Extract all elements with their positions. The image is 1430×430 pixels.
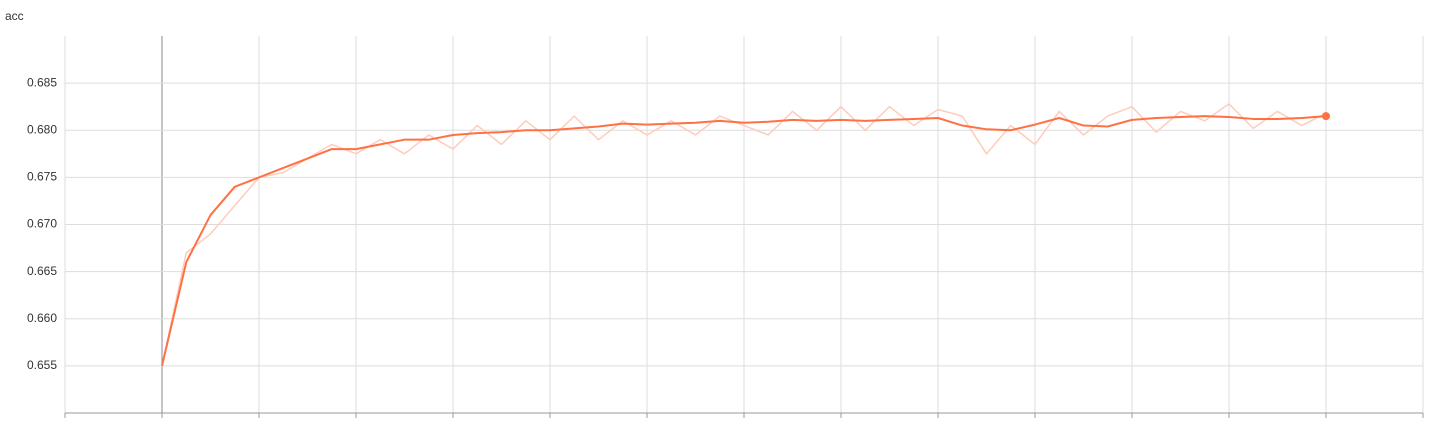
y-tick-label: 0.685 <box>27 75 57 89</box>
y-tick-label: 0.660 <box>27 311 57 325</box>
y-tick-label: 0.665 <box>27 264 57 278</box>
y-tick-label: 0.675 <box>27 170 57 184</box>
end-point <box>1322 112 1330 121</box>
y-tick-label: 0.670 <box>27 217 57 231</box>
raw-line <box>161 103 1327 367</box>
chart-title: acc <box>5 9 24 23</box>
smoothed-line <box>161 115 1327 367</box>
y-tick-label: 0.680 <box>27 122 57 136</box>
y-tick-label: 0.655 <box>27 358 57 372</box>
